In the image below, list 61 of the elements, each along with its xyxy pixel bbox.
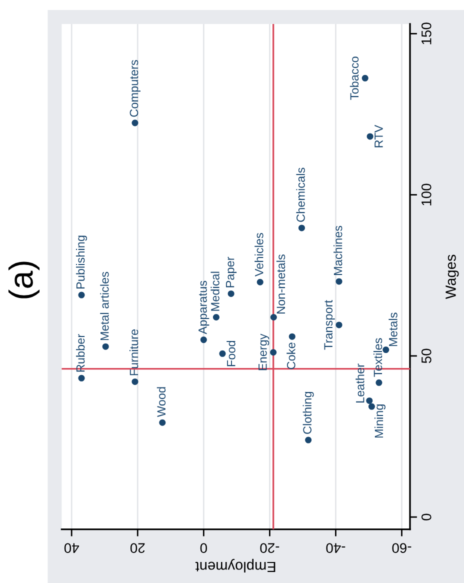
point	[256, 278, 264, 286]
annotation: Energy	[258, 334, 270, 370]
y-axis-title: Wages	[446, 254, 459, 300]
y-tick-label: 100	[421, 184, 432, 206]
point	[132, 378, 138, 385]
annotation: Rubber	[76, 334, 85, 372]
point	[78, 374, 85, 382]
annotation: Furniture	[129, 329, 138, 376]
x-tick-label: 40	[64, 543, 80, 553]
annotation: Textiles	[373, 338, 382, 377]
annotation: Wood	[156, 387, 166, 418]
x-tick-label: -20	[260, 543, 280, 553]
annotation: Apparatus	[198, 280, 210, 334]
annotation: Coke	[286, 342, 296, 370]
x-tick-label: 20	[130, 543, 145, 553]
point	[270, 349, 277, 356]
text: (a)	[8, 262, 40, 298]
point	[298, 224, 305, 232]
point	[219, 350, 226, 357]
point	[102, 343, 109, 350]
point	[200, 336, 207, 344]
x-tick-label: -60	[392, 543, 412, 553]
annotation: Chemicals	[296, 168, 305, 222]
point	[362, 74, 368, 82]
annotation: Food	[226, 340, 236, 366]
annotation: Leather	[356, 364, 364, 403]
annotation: Publishing	[76, 236, 88, 288]
y-tick-label: 50	[421, 348, 432, 364]
annotation: Metal articles	[100, 272, 109, 340]
point	[336, 278, 342, 285]
annotation: Metals	[388, 312, 398, 346]
annotation: RTV	[374, 124, 383, 148]
point	[228, 290, 234, 297]
annotation: Vehicles	[254, 233, 264, 277]
point	[376, 379, 382, 386]
annotation: Medical	[210, 272, 220, 311]
point	[368, 403, 375, 410]
x-tick-label: -40	[326, 543, 346, 553]
point	[366, 133, 374, 140]
annotation: Clothing	[302, 392, 314, 434]
y-tick-label: 0	[421, 514, 432, 520]
x-axis-title: Employment	[195, 558, 276, 573]
point	[336, 322, 342, 328]
annotation: Computers	[130, 60, 140, 117]
y-tick-label: 150	[421, 22, 432, 44]
annotation: Mining	[374, 404, 386, 438]
x-tick-label: 0	[200, 543, 207, 553]
annotation: Non-metals	[276, 254, 286, 314]
annotation: Machines	[334, 226, 342, 275]
annotation: Transport	[324, 300, 335, 350]
point	[366, 397, 373, 404]
annotation: Tobacco	[350, 56, 359, 100]
point	[78, 292, 85, 298]
point	[288, 333, 296, 340]
annotation: Paper	[226, 256, 237, 288]
point	[305, 436, 312, 444]
point	[212, 314, 220, 321]
point	[382, 346, 390, 354]
point	[132, 120, 138, 126]
point	[270, 314, 277, 321]
point	[159, 419, 166, 426]
